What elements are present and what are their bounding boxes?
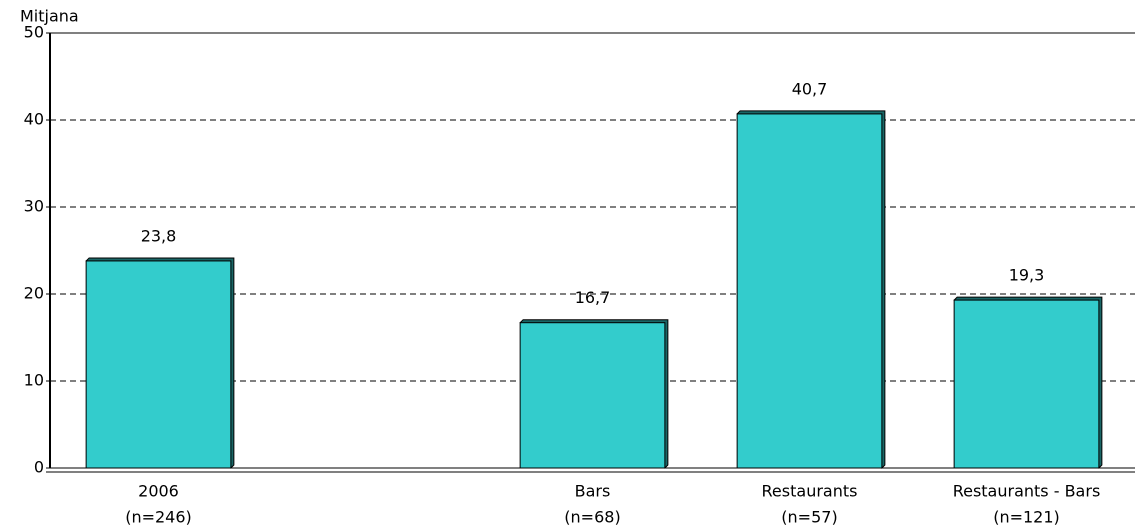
- bar: [953, 299, 1100, 469]
- value-label: 16,7: [575, 288, 611, 307]
- y-axis-title: Mitjana: [20, 7, 79, 26]
- x-tick-label: Bars: [575, 482, 611, 501]
- x-tick-sublabel: (n=246): [125, 508, 192, 527]
- bar: [519, 322, 666, 469]
- y-tick-label: 40: [24, 110, 44, 129]
- x-tick-sublabel: (n=68): [564, 508, 620, 527]
- x-tick-sublabel: (n=57): [781, 508, 837, 527]
- value-label: 40,7: [792, 79, 828, 98]
- x-tick-label: Restaurants: [762, 482, 858, 501]
- value-label: 19,3: [1009, 266, 1045, 285]
- y-tick-label: 20: [24, 284, 44, 303]
- y-tick-label: 10: [24, 371, 44, 390]
- y-tick-label: 0: [34, 458, 44, 477]
- x-tick-label: 2006: [138, 482, 179, 501]
- value-label: 23,8: [141, 226, 177, 245]
- y-tick-label: 50: [24, 23, 44, 42]
- x-tick-label: Restaurants - Bars: [953, 482, 1101, 501]
- bar: [85, 260, 232, 469]
- y-tick-label: 30: [24, 197, 44, 216]
- bar: [736, 113, 883, 469]
- x-tick-sublabel: (n=121): [993, 508, 1060, 527]
